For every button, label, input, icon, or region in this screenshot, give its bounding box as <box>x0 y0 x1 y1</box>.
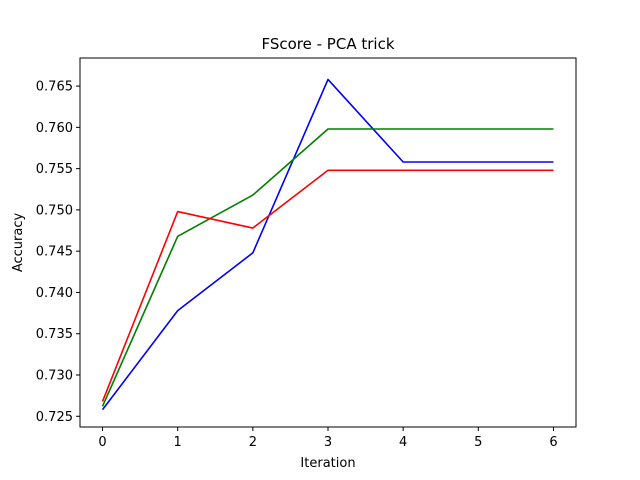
y-tick-label: 0.760 <box>36 121 73 136</box>
y-tick-label: 0.755 <box>36 162 73 177</box>
chart-title: FScore - PCA trick <box>261 35 394 53</box>
y-axis-label: Accuracy <box>11 213 26 273</box>
x-tick-label: 3 <box>324 435 332 450</box>
series-line-1 <box>101 78 554 411</box>
x-tick-label: 5 <box>474 435 482 450</box>
y-tick-label: 0.730 <box>36 368 73 383</box>
y-axis: 0.725 0.730 0.735 0.740 0.745 0.750 0.755 0.760… <box>36 80 80 425</box>
x-tick-label: 2 <box>249 435 257 450</box>
x-axis: 0 1 2 3 4 5 6 <box>98 427 558 450</box>
series-layer <box>101 78 554 411</box>
y-tick-label: 0.740 <box>36 286 73 301</box>
y-tick-label: 0.750 <box>36 203 73 218</box>
y-tick-label: 0.745 <box>36 245 73 260</box>
y-tick-label: 0.725 <box>36 410 73 425</box>
y-tick-label: 0.735 <box>36 327 73 342</box>
series-line-3 <box>101 169 554 402</box>
x-axis-label: Iteration <box>300 456 355 471</box>
x-tick-label: 1 <box>174 435 182 450</box>
x-tick-label: 0 <box>98 435 106 450</box>
series-line-2 <box>101 128 554 407</box>
x-tick-label: 6 <box>549 435 557 450</box>
x-tick-label: 4 <box>399 435 407 450</box>
y-tick-label: 0.765 <box>36 80 73 95</box>
